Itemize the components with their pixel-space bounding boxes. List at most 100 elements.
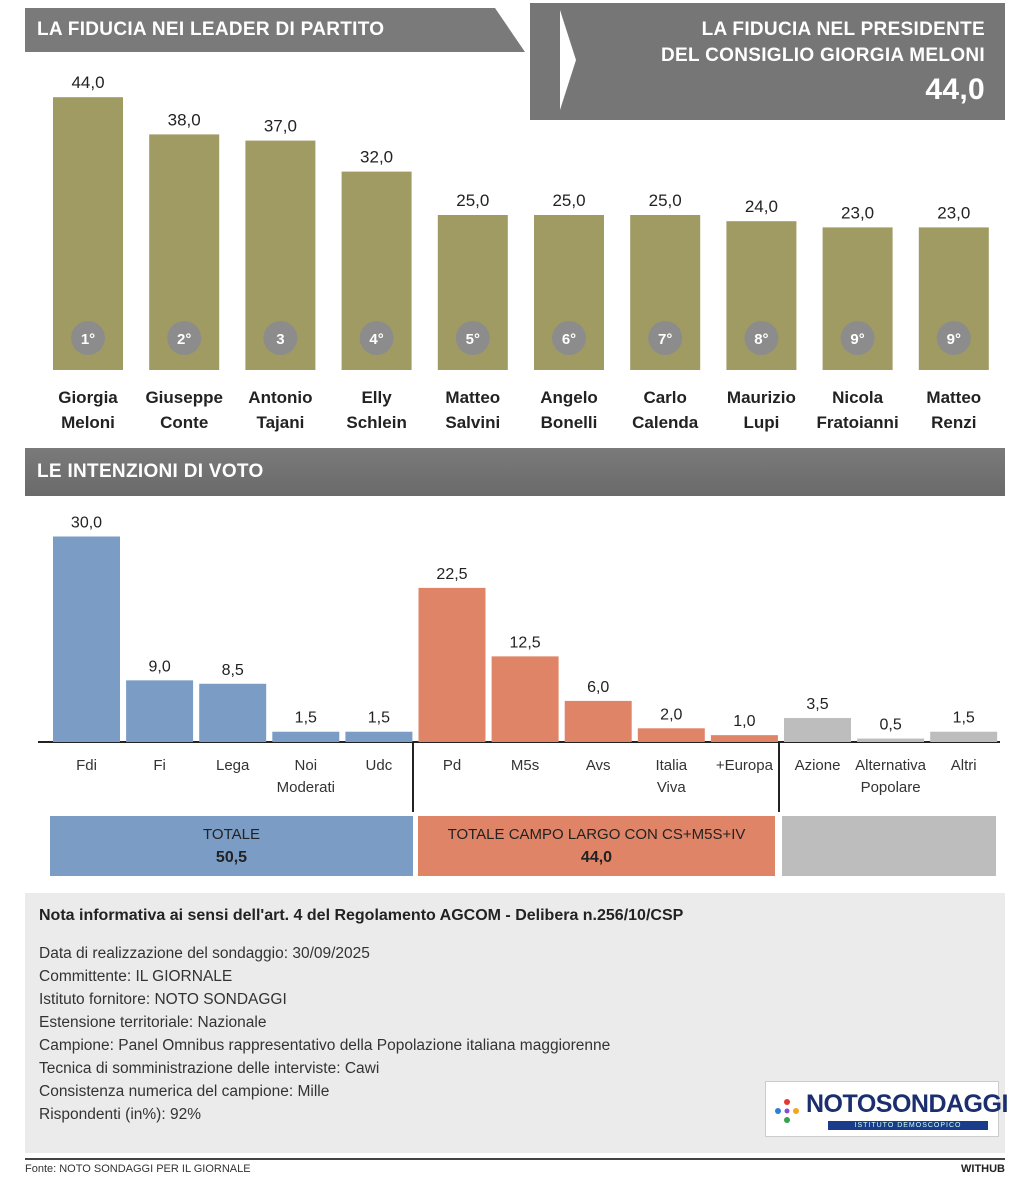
group-total-value: 44,0 [581, 849, 612, 866]
leader-name-label: Carlo [643, 388, 686, 407]
group-total-box [782, 816, 996, 876]
bar-value-label: 30,0 [71, 515, 102, 532]
logo-dots-icon [775, 1099, 799, 1123]
leader-name-label: Fratoianni [817, 413, 899, 432]
party-label: Altri [951, 757, 977, 774]
vote-bar [930, 731, 998, 742]
rank-label: 9° [850, 331, 864, 348]
bar-value-label: 6,0 [587, 679, 609, 696]
rank-badge [263, 321, 298, 355]
bar-value-label: 3,5 [806, 696, 828, 713]
leader-name-label: Salvini [445, 413, 500, 432]
party-label: Udc [366, 757, 393, 774]
bar-value-label: 1,5 [368, 710, 390, 727]
note-line: Tecnica di somministrazione delle interv… [39, 1060, 380, 1077]
bar-value-label: 0,5 [879, 717, 901, 734]
bar-value-label: 22,5 [436, 566, 467, 583]
bar-value-label: 32,0 [360, 148, 393, 167]
party-label: Lega [216, 757, 250, 774]
leader-name-label: Matteo [445, 388, 500, 407]
bar-value-label: 1,0 [733, 713, 755, 730]
bar-value-label: 1,5 [295, 710, 317, 727]
party-label: M5s [511, 757, 539, 774]
group-total-box [418, 816, 775, 876]
rank-badge [167, 321, 202, 355]
logo-subtitle: ISTITUTO DEMOSCOPICO [828, 1121, 988, 1130]
bar-value-label: 1,5 [953, 710, 975, 727]
president-title-line1: LA FIDUCIA NEL PRESIDENTE [701, 19, 985, 40]
party-label: Noi [295, 757, 318, 774]
rank-label: 1° [81, 331, 95, 348]
vote-bar [710, 735, 778, 742]
leader-name-label: Renzi [931, 413, 976, 432]
president-title-line2: DEL CONSIGLIO GIORGIA MELONI [660, 45, 985, 66]
rank-label: 6° [562, 331, 576, 348]
party-label: Moderati [277, 779, 335, 796]
leader-name-label: Tajani [256, 413, 304, 432]
party-label: Viva [657, 779, 687, 796]
rank-label: 7° [658, 331, 672, 348]
bar-value-label: 24,0 [745, 197, 778, 216]
note-line: Committente: IL GIORNALE [39, 968, 233, 985]
group-total-label: TOTALE [203, 826, 260, 843]
footer-divider [25, 1158, 1005, 1160]
vote-bar [857, 738, 925, 742]
leaders-chart-title: LA FIDUCIA NEI LEADER DI PARTITO [25, 8, 525, 52]
party-label: Alternativa [855, 757, 927, 774]
leader-name-label: Maurizio [727, 388, 796, 407]
note-line: Campione: Panel Omnibus rappresentativo … [39, 1037, 611, 1054]
bar-value-label: 12,5 [510, 634, 541, 651]
vote-bar [53, 536, 120, 742]
group-total-box [50, 816, 413, 876]
vote-bar [199, 683, 267, 742]
group-total-value: 50,5 [216, 849, 247, 866]
vote-bar [126, 680, 194, 742]
votes-chart-title: LE INTENZIONI DI VOTO [25, 448, 1005, 496]
bar-value-label: 37,0 [264, 117, 297, 136]
vote-bar [491, 656, 559, 742]
methodology-note: Nota informativa ai sensi dell'art. 4 de… [25, 893, 1008, 1153]
rank-badge [936, 321, 971, 355]
note-line: Data di realizzazione del sondaggio: 30/… [39, 945, 370, 962]
party-label: Italia [655, 757, 687, 774]
leader-name-label: Matteo [926, 388, 981, 407]
rank-label: 9° [947, 331, 961, 348]
leader-name-label: Giuseppe [145, 388, 222, 407]
leader-name-label: Antonio [248, 388, 312, 407]
leaders-bar-chart: 44,01°GiorgiaMeloni38,02°GiuseppeConte37… [53, 73, 989, 432]
source-credit: Fonte: NOTO SONDAGGI PER IL GIORNALE [25, 1163, 251, 1175]
rank-label: 4° [369, 331, 383, 348]
rank-label: 5° [466, 331, 480, 348]
leader-name-label: Nicola [832, 388, 884, 407]
vote-intentions-bar-chart: 30,0 Fdi 9,0 Fi 8,5 Lega 1,5 Noi Moderati 1,5 Udc 2… [38, 515, 1000, 876]
party-label: Fi [153, 757, 166, 774]
rank-label: 8° [754, 331, 768, 348]
bar-value-label: 25,0 [552, 191, 585, 210]
vote-bar [272, 731, 340, 742]
bar-value-label: 8,5 [222, 662, 244, 679]
group-total-label: TOTALE CAMPO LARGO CON CS+M5S+IV [448, 826, 746, 843]
rank-badge [744, 321, 779, 355]
rank-badge [648, 321, 683, 355]
leader-name-label: Angelo [540, 388, 598, 407]
vote-bar [345, 731, 413, 742]
bar-value-label: 25,0 [649, 191, 682, 210]
note-line: Rispondenti (in%): 92% [39, 1106, 201, 1123]
bar-value-label: 23,0 [937, 203, 970, 222]
rank-badge [552, 321, 586, 355]
president-trust-panel: LA FIDUCIA NEL PRESIDENTE DEL CONSIGLIO … [530, 3, 1005, 120]
rank-badge [359, 321, 394, 355]
note-line: Consistenza numerica del campione: Mille [39, 1083, 330, 1100]
vote-bar [564, 700, 632, 742]
leader-name-label: Elly [361, 388, 392, 407]
noto-sondaggi-logo: NOTOSONDAGGI ISTITUTO DEMOSCOPICO [765, 1081, 1008, 1137]
note-line: Estensione territoriale: Nazionale [39, 1014, 267, 1031]
note-title: Nota informativa ai sensi dell'art. 4 de… [39, 907, 684, 924]
bar-value-label: 44,0 [71, 73, 104, 92]
party-label: Fdi [76, 757, 97, 774]
leader-name-label: Conte [160, 413, 208, 432]
logo-name: NOTOSONDAGGI [806, 1090, 1008, 1118]
vote-bar [784, 718, 851, 742]
vote-bar [637, 728, 705, 742]
rank-badge [455, 321, 490, 355]
